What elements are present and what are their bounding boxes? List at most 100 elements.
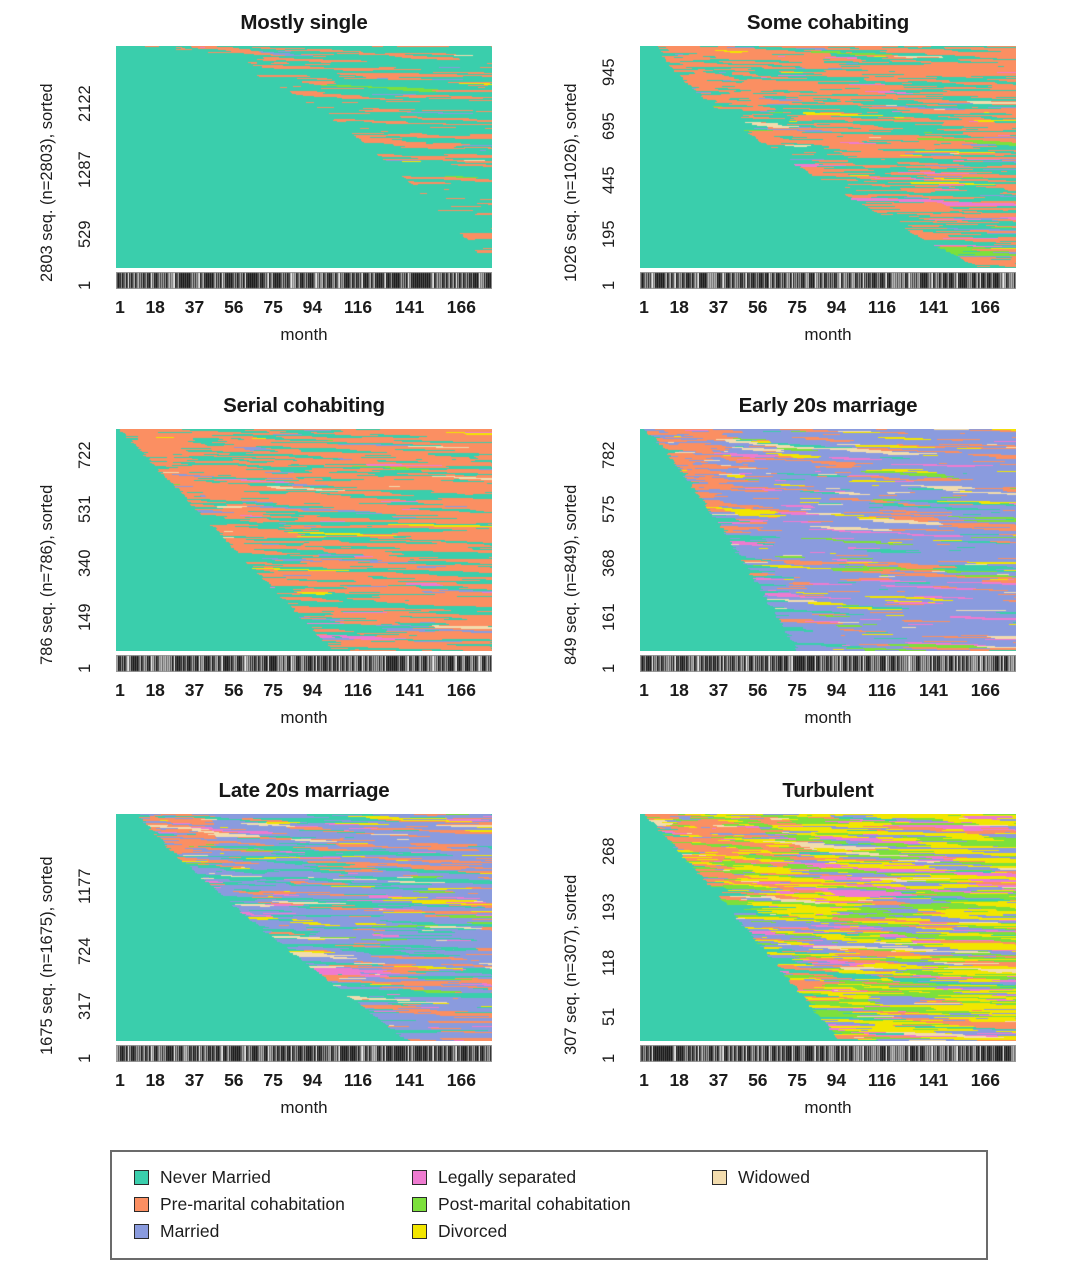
x-tick-label: 75	[263, 680, 283, 700]
x-axis-title: month	[280, 708, 328, 727]
x-tick-label: 1	[639, 680, 649, 700]
legend-column: Never Married Pre-marital cohabitation Mar…	[134, 1164, 345, 1245]
y-tick-label: 118	[600, 949, 618, 977]
legend-swatch-icon	[712, 1170, 727, 1185]
x-axis-title: month	[280, 325, 328, 344]
x-tick-label: 56	[224, 297, 244, 317]
x-tick-label: 75	[263, 297, 283, 317]
y-axis-title: 1026 seq. (n=1026), sorted	[562, 83, 580, 282]
y-tick-label: 575	[600, 495, 618, 523]
plot-area-turbulent	[640, 814, 1016, 1041]
sequence-index-canvas	[640, 814, 1016, 1041]
panel-title: Turbulent	[782, 779, 874, 802]
legend-swatch-icon	[412, 1224, 427, 1239]
x-tick-label: 116	[343, 297, 373, 317]
x-tick-label: 141	[919, 1070, 949, 1090]
y-tick-label: 1	[600, 663, 618, 673]
legend-label: Legally separated	[438, 1167, 577, 1187]
y-tick-label: 695	[600, 112, 618, 140]
x-tick-label: 75	[787, 297, 807, 317]
x-axis-title: month	[280, 1098, 328, 1117]
y-tick-label: 945	[600, 58, 618, 86]
y-tick-label: 1	[600, 1053, 618, 1063]
y-tick-label: 1177	[76, 868, 94, 904]
x-tick-label: 1	[115, 680, 125, 700]
sequence-index-canvas	[640, 46, 1016, 268]
x-tick-label: 37	[708, 1070, 729, 1090]
x-tick-label: 37	[184, 1070, 205, 1090]
month-tick-canvas	[640, 655, 1016, 672]
x-tick-label: 141	[395, 1070, 425, 1090]
month-tick-canvas	[640, 1045, 1016, 1062]
legend-item-divorced: Divorced	[412, 1218, 631, 1245]
panel-title: Serial cohabiting	[223, 394, 385, 417]
x-tick-label: 75	[263, 1070, 283, 1090]
legend-item-married: Married	[134, 1218, 345, 1245]
x-tick-label: 166	[446, 680, 476, 700]
x-tick-label: 75	[787, 680, 807, 700]
legend-label: Pre-marital cohabitation	[160, 1194, 345, 1214]
x-tick-label: 116	[867, 297, 897, 317]
sequence-index-canvas	[640, 429, 1016, 651]
y-tick-label: 445	[600, 166, 618, 194]
x-tick-label: 1	[115, 1070, 125, 1090]
plot-area-late-20s-marriage	[116, 814, 492, 1041]
y-tick-label: 1	[76, 1053, 94, 1063]
x-tick-label: 37	[184, 297, 205, 317]
sequence-index-canvas	[116, 46, 492, 268]
legend-column: Widowed	[712, 1164, 810, 1191]
x-tick-label: 37	[708, 297, 729, 317]
x-tick-label: 94	[302, 297, 323, 317]
x-tick-label: 94	[826, 1070, 847, 1090]
y-tick-label: 782	[600, 441, 618, 469]
legend-item-widowed: Widowed	[712, 1164, 810, 1191]
y-tick-label: 193	[600, 893, 618, 921]
month-tick-strip	[640, 1045, 1016, 1062]
plot-area-serial-cohabiting	[116, 429, 492, 651]
x-tick-label: 141	[395, 297, 425, 317]
x-axis-title: month	[804, 708, 852, 727]
y-tick-label: 722	[76, 441, 94, 470]
x-axis-ticks: 1 18 37 56 75 94 116 141 166	[639, 1070, 1016, 1092]
legend-item-legally-separated: Legally separated	[412, 1164, 631, 1191]
y-axis-title: 2803 seq. (n=2803), sorted	[38, 83, 56, 282]
legend-label: Post-marital cohabitation	[438, 1194, 631, 1214]
x-tick-label: 18	[669, 680, 689, 700]
y-tick-label: 268	[600, 837, 618, 865]
sequence-index-canvas	[116, 814, 492, 1041]
x-tick-label: 37	[708, 680, 729, 700]
legend-swatch-icon	[134, 1224, 149, 1239]
x-tick-label: 141	[919, 680, 949, 700]
x-axis-ticks: 1 18 37 56 75 94 116 141 166	[639, 680, 1016, 702]
x-tick-label: 56	[224, 680, 244, 700]
y-tick-label: 149	[76, 603, 94, 632]
x-tick-label: 116	[343, 680, 373, 700]
month-tick-strip	[116, 655, 492, 672]
panel-title: Some cohabiting	[746, 11, 910, 34]
x-tick-label: 75	[787, 1070, 807, 1090]
x-axis-ticks: 1 18 37 56 75 94 116 141 166	[639, 297, 1016, 319]
y-tick-label: 1	[76, 280, 94, 290]
legend-swatch-icon	[412, 1197, 427, 1212]
month-tick-strip	[116, 1045, 492, 1062]
month-tick-strip	[640, 655, 1016, 672]
x-tick-label: 18	[145, 680, 165, 700]
legend-item-pre-marital-cohabitation: Pre-marital cohabitation	[134, 1191, 345, 1218]
month-tick-strip	[640, 272, 1016, 289]
x-tick-label: 166	[970, 297, 1000, 317]
x-tick-label: 141	[919, 297, 949, 317]
x-axis-ticks: 1 18 37 56 75 94 116 141 166	[115, 1070, 492, 1092]
x-axis-title: month	[804, 325, 852, 344]
x-tick-label: 18	[669, 297, 689, 317]
legend-swatch-icon	[134, 1197, 149, 1212]
month-tick-canvas	[116, 272, 492, 289]
x-tick-label: 94	[826, 680, 847, 700]
legend: Never Married Pre-marital cohabitation Mar…	[110, 1150, 988, 1260]
month-tick-strip	[116, 272, 492, 289]
x-tick-label: 94	[302, 1070, 323, 1090]
y-axis-title: 849 seq. (n=849), sorted	[562, 484, 580, 665]
x-tick-label: 18	[669, 1070, 689, 1090]
